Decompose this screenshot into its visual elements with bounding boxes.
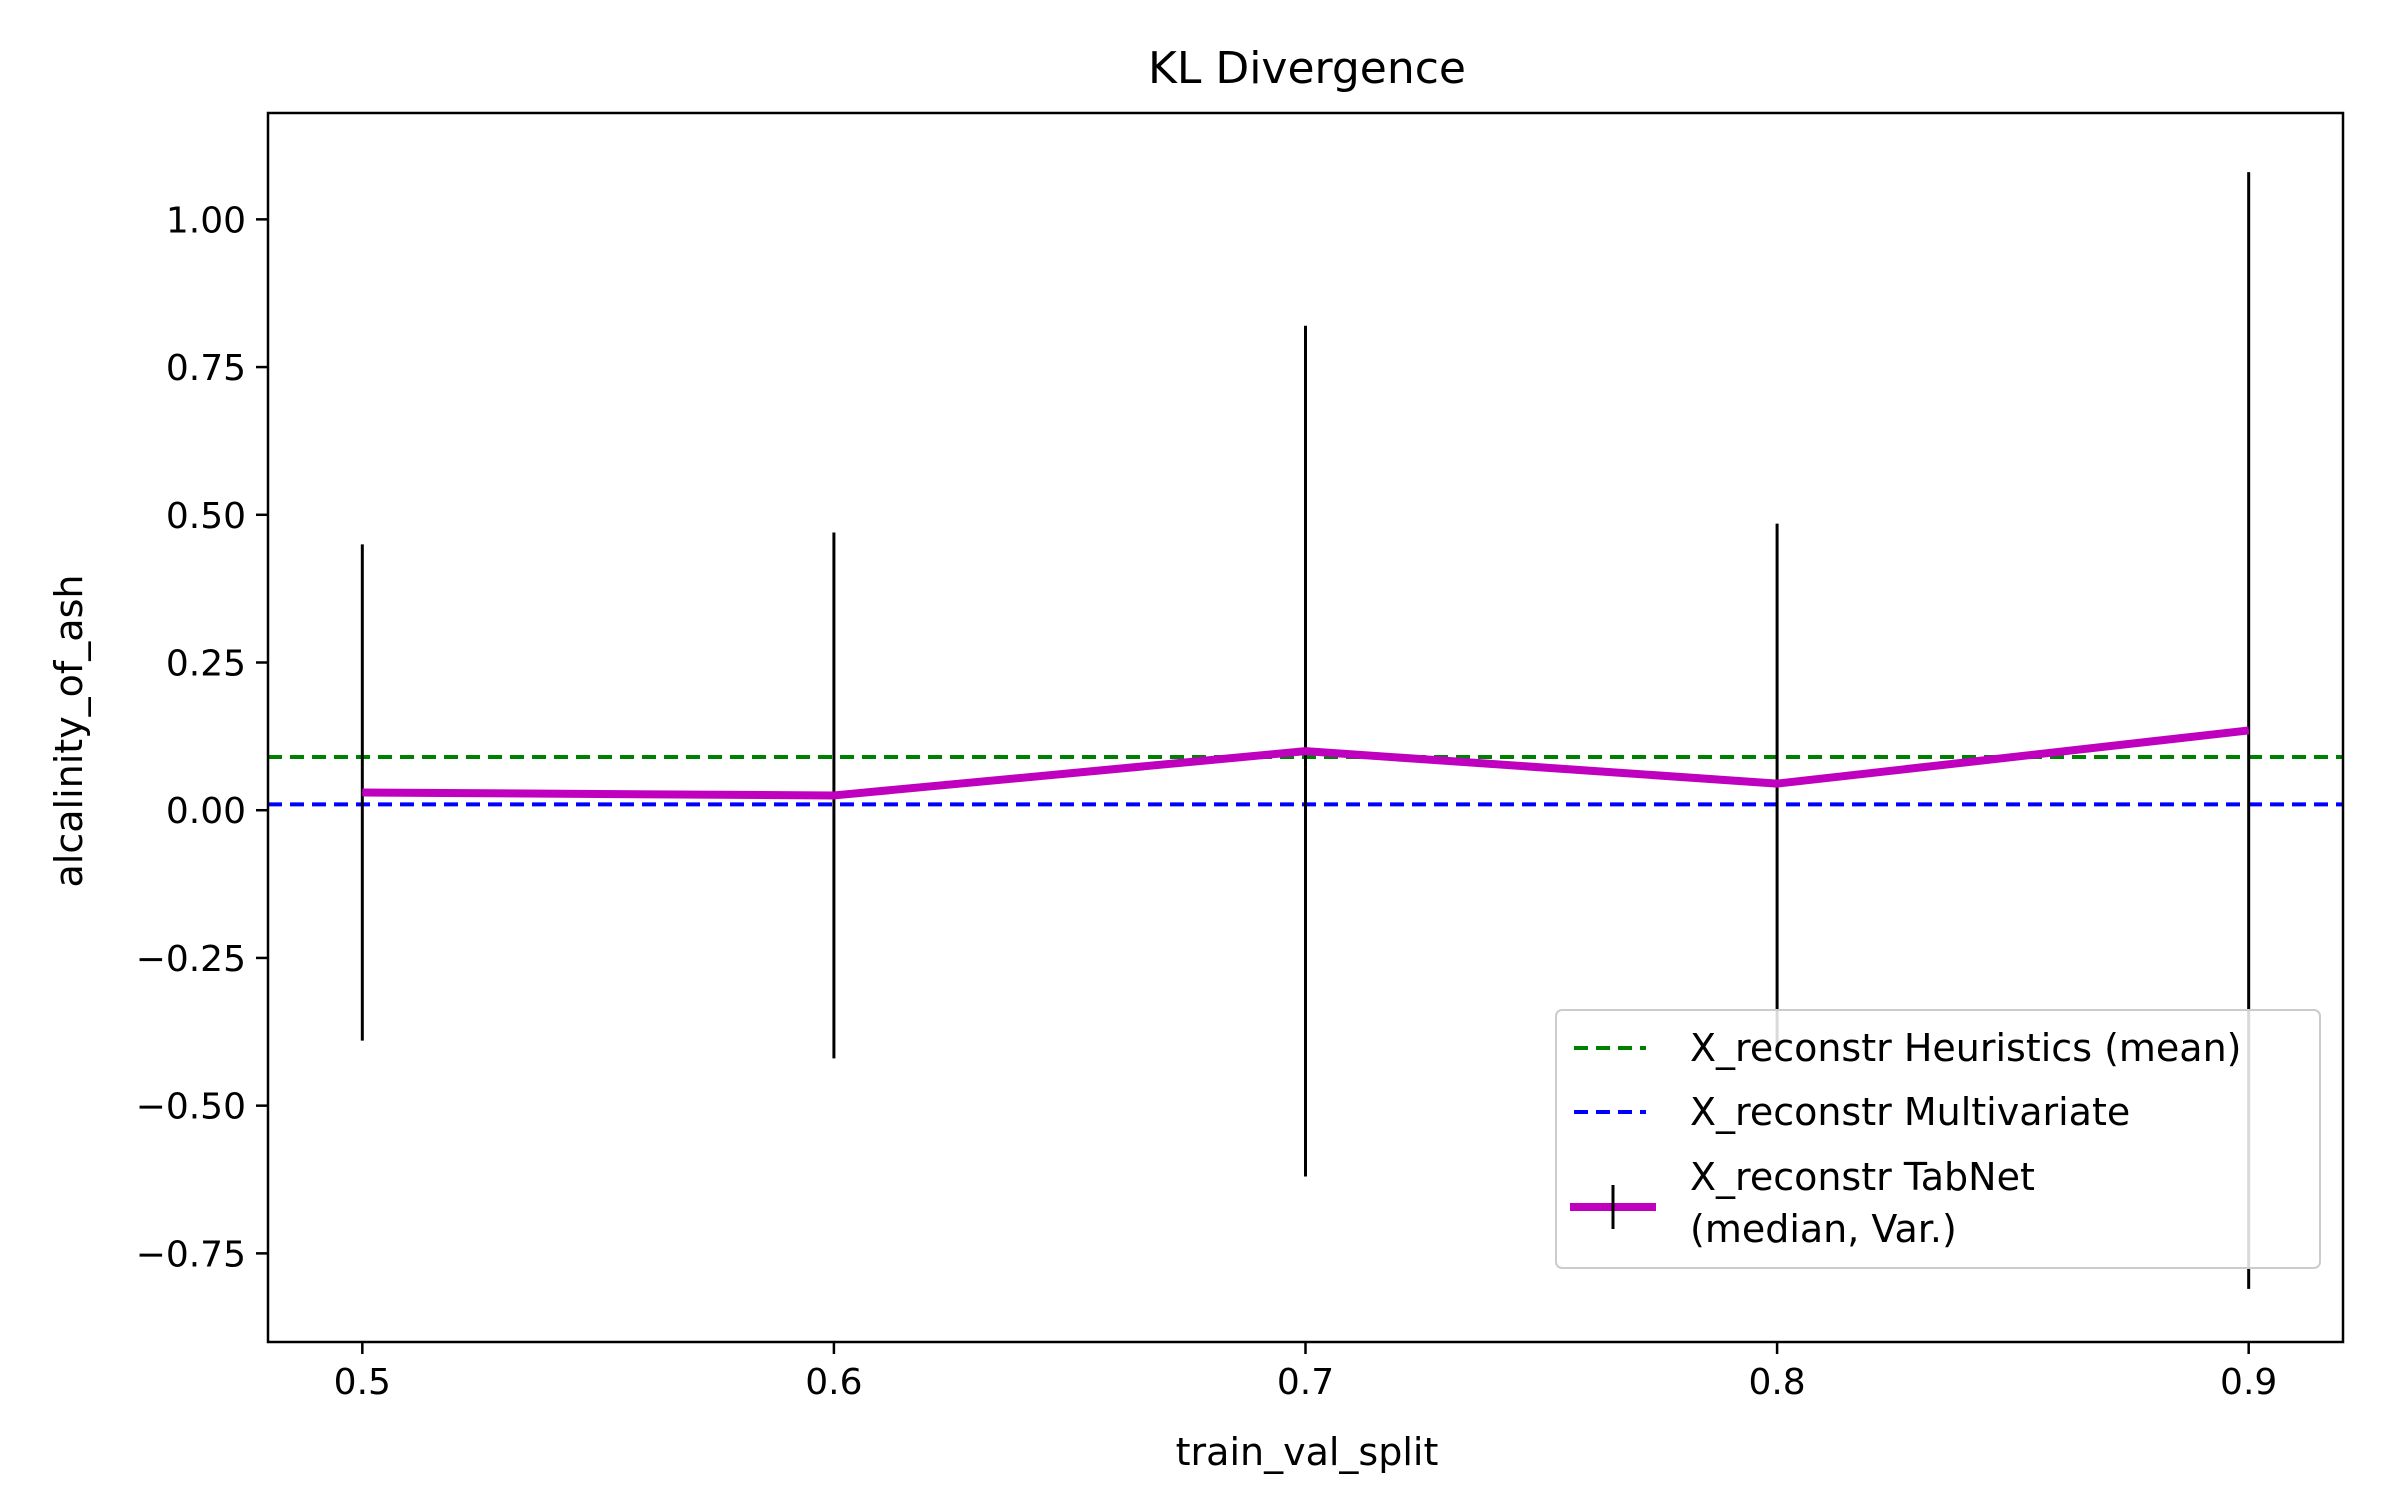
legend-frame bbox=[1555, 1009, 2321, 1269]
legend-label-multivariate: X_reconstr Multivariate bbox=[1690, 1090, 2130, 1134]
x-tick-label: 0.6 bbox=[805, 1362, 862, 1403]
data-point bbox=[833, 794, 835, 796]
plot-area: 0.5 0.6 0.7 0.8 0.9 −0.75 −0.50 −0.25 0.00 0.25 0.… bbox=[136, 111, 2345, 1403]
legend-label-heuristics: X_reconstr Heuristics (mean) bbox=[1690, 1026, 2241, 1070]
data-point bbox=[2248, 729, 2250, 731]
y-tick-label: 0.25 bbox=[166, 644, 246, 685]
y-axis-label: alcalinity_of_ash bbox=[47, 575, 91, 888]
x-axis-label: train_val_split bbox=[1176, 1430, 1439, 1474]
data-point bbox=[1305, 750, 1306, 752]
data-point bbox=[1776, 783, 1778, 785]
x-tick-label: 0.7 bbox=[1277, 1362, 1334, 1403]
y-tick-label: 0.00 bbox=[166, 791, 246, 832]
legend-label-tabnet-line: X_reconstr TabNet bbox=[1690, 1155, 2035, 1199]
y-tick-label: −0.75 bbox=[136, 1234, 246, 1275]
y-tick-label: 0.75 bbox=[166, 348, 246, 389]
x-tick-label: 0.5 bbox=[334, 1362, 391, 1403]
y-tick-label: 1.00 bbox=[166, 200, 246, 241]
data-point bbox=[361, 791, 363, 793]
y-tick-label: −0.25 bbox=[136, 939, 246, 980]
x-tick-label: 0.9 bbox=[2220, 1362, 2277, 1403]
x-tick-label: 0.8 bbox=[1748, 1362, 1805, 1403]
legend-label-tabnet-line: (median, Var.) bbox=[1690, 1207, 1957, 1251]
y-tick-label: −0.50 bbox=[136, 1087, 246, 1128]
chart-title: KL Divergence bbox=[1148, 43, 1466, 94]
legend-label-tabnet: X_reconstr TabNet (median, Var.) bbox=[1690, 1155, 2035, 1251]
y-tick-label: 0.50 bbox=[166, 496, 246, 537]
legend: X_reconstr Heuristics (mean) X_reconstr M… bbox=[1555, 1009, 2321, 1269]
